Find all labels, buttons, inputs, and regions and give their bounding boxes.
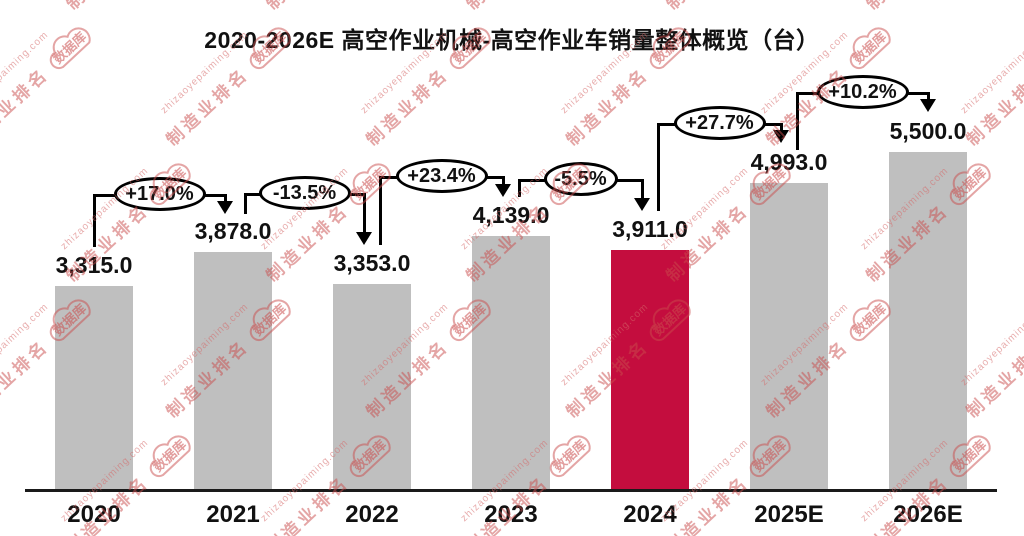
bar-group-2023: 4,139.0 [472, 202, 550, 490]
watermark-badge-text: 数据库 [149, 436, 189, 475]
watermark-brand: 制造业排名 [859, 0, 953, 14]
connector-line [640, 179, 644, 199]
connector-line [501, 176, 505, 186]
connector-line [243, 193, 247, 214]
bar-2023 [472, 236, 550, 490]
arrow-down-icon [773, 130, 789, 143]
bar-2021 [194, 252, 272, 490]
value-label-2025e: 4,993.0 [750, 149, 828, 175]
bar-group-2022: 3,353.0 [333, 250, 411, 490]
bar-2024-highlighted [611, 250, 689, 490]
growth-badge: +10.2% [816, 75, 909, 109]
bar-group-2024: 3,911.0 [611, 216, 689, 490]
growth-label: +10.2% [828, 80, 897, 103]
watermark-stamp: zhizaoyepaiming.com 制造业排名 数据库 [0, 142, 1, 290]
watermark-url: zhizaoyepaiming.com [958, 301, 1024, 389]
watermark-brand: 制造业排名 [0, 335, 53, 422]
watermark-brand: 制造业排名 [459, 0, 553, 14]
value-label-2022: 3,353.0 [333, 250, 411, 276]
watermark-brand: 制造业排名 [362, 63, 453, 150]
growth-label: -5.5% [554, 167, 607, 190]
x-tick-2026e: 2026E [893, 501, 963, 528]
x-tick-2025e: 2025E [754, 501, 824, 528]
chart-title: 2020-2026E 高空作业机械-高空作业车销量整体概览（台） [204, 27, 820, 53]
arrow-down-icon [495, 184, 511, 197]
bar-group-2025e: 4,993.0 [750, 149, 828, 490]
arrow-down-icon [634, 198, 650, 211]
connector-line [926, 92, 930, 101]
growth-label: +23.4% [407, 164, 476, 187]
watermark-brand: 制造业排名 [162, 63, 253, 150]
value-label-2024: 3,911.0 [612, 216, 688, 242]
watermark-brand: 制造业排名 [259, 0, 353, 14]
growth-badge: +27.7% [673, 106, 766, 140]
x-tick-2020: 2020 [67, 501, 121, 528]
watermark-database-badge: 数据库 [0, 422, 1, 487]
watermark-stamp: zhizaoyepaiming.com 制造业排名 数据库 [647, 0, 801, 18]
watermark-stamp: zhizaoyepaiming.com 制造业排名 数据库 [847, 0, 1001, 18]
watermark-badge-text: 数据库 [349, 164, 389, 203]
watermark-brand: 制造业排名 [562, 63, 653, 150]
x-tick-2024: 2024 [623, 501, 677, 528]
connector-line [517, 179, 521, 197]
watermark-database-badge: 数据库 [336, 150, 402, 215]
bar-2020 [55, 286, 133, 490]
bar-group-2021: 3,878.0 [194, 218, 272, 490]
cloud-icon [0, 150, 1, 215]
watermark-stamp: zhizaoyepaiming.com 制造业排名 数据库 [47, 0, 201, 18]
bar-2026e [889, 152, 967, 490]
x-tick-2022: 2022 [345, 501, 399, 528]
watermark-database-badge: 数据库 [0, 150, 1, 215]
growth-label: -13.5% [272, 181, 337, 204]
growth-label: +17.0% [125, 182, 194, 205]
connector-line [362, 193, 366, 233]
connector-line [779, 123, 783, 132]
watermark-stamp: zhizaoyepaiming.com 制造业排名 数据库 [0, 0, 1, 18]
connector-line [223, 194, 227, 202]
growth-badge: -13.5% [258, 176, 351, 210]
watermark-brand: 制造业排名 [659, 0, 753, 14]
watermark-brand: 制造业排名 [0, 63, 53, 150]
arrow-down-icon [217, 201, 233, 214]
watermark-stamp: zhizaoyepaiming.com 制造业排名 数据库 [0, 414, 1, 536]
arrow-down-icon [920, 99, 936, 112]
bar-2025e [750, 183, 828, 490]
bar-group-2020: 3,315.0 [55, 252, 133, 490]
growth-badge: -5.5% [543, 162, 618, 196]
value-label-2023: 4,139.0 [472, 202, 550, 228]
cloud-icon [149, 435, 191, 478]
value-label-2021: 3,878.0 [194, 218, 272, 244]
value-label-2020: 3,315.0 [55, 252, 133, 278]
watermark-stamp: zhizaoyepaiming.com 制造业排名 数据库 [447, 0, 601, 18]
x-tick-2023: 2023 [484, 501, 538, 528]
growth-label: +27.7% [685, 111, 754, 134]
watermark-badge-text: 数据库 [549, 436, 589, 475]
growth-badge: +23.4% [395, 159, 488, 193]
x-axis-line [25, 489, 997, 492]
watermark-brand: 制造业排名 [962, 335, 1024, 422]
bar-group-2026e: 5,500.0 [889, 118, 967, 490]
watermark-badge-text: 数据库 [849, 300, 889, 339]
watermark-brand: 制造业排名 [59, 0, 153, 14]
value-label-2026e: 5,500.0 [889, 118, 967, 144]
growth-badge: +17.0% [113, 177, 206, 211]
watermark-brand: 制造业排名 [962, 63, 1024, 150]
arrow-down-icon [356, 232, 372, 245]
cloud-icon [349, 163, 391, 206]
watermark-database-badge: 数据库 [136, 422, 202, 487]
connector-line [656, 123, 660, 211]
connector-line [92, 194, 96, 247]
connector-line [795, 92, 799, 150]
x-tick-2021: 2021 [206, 501, 260, 528]
connector-line [378, 176, 382, 245]
bar-2022 [333, 284, 411, 490]
cloud-icon [0, 422, 1, 487]
watermark-stamp: zhizaoyepaiming.com 制造业排名 数据库 [247, 0, 401, 18]
